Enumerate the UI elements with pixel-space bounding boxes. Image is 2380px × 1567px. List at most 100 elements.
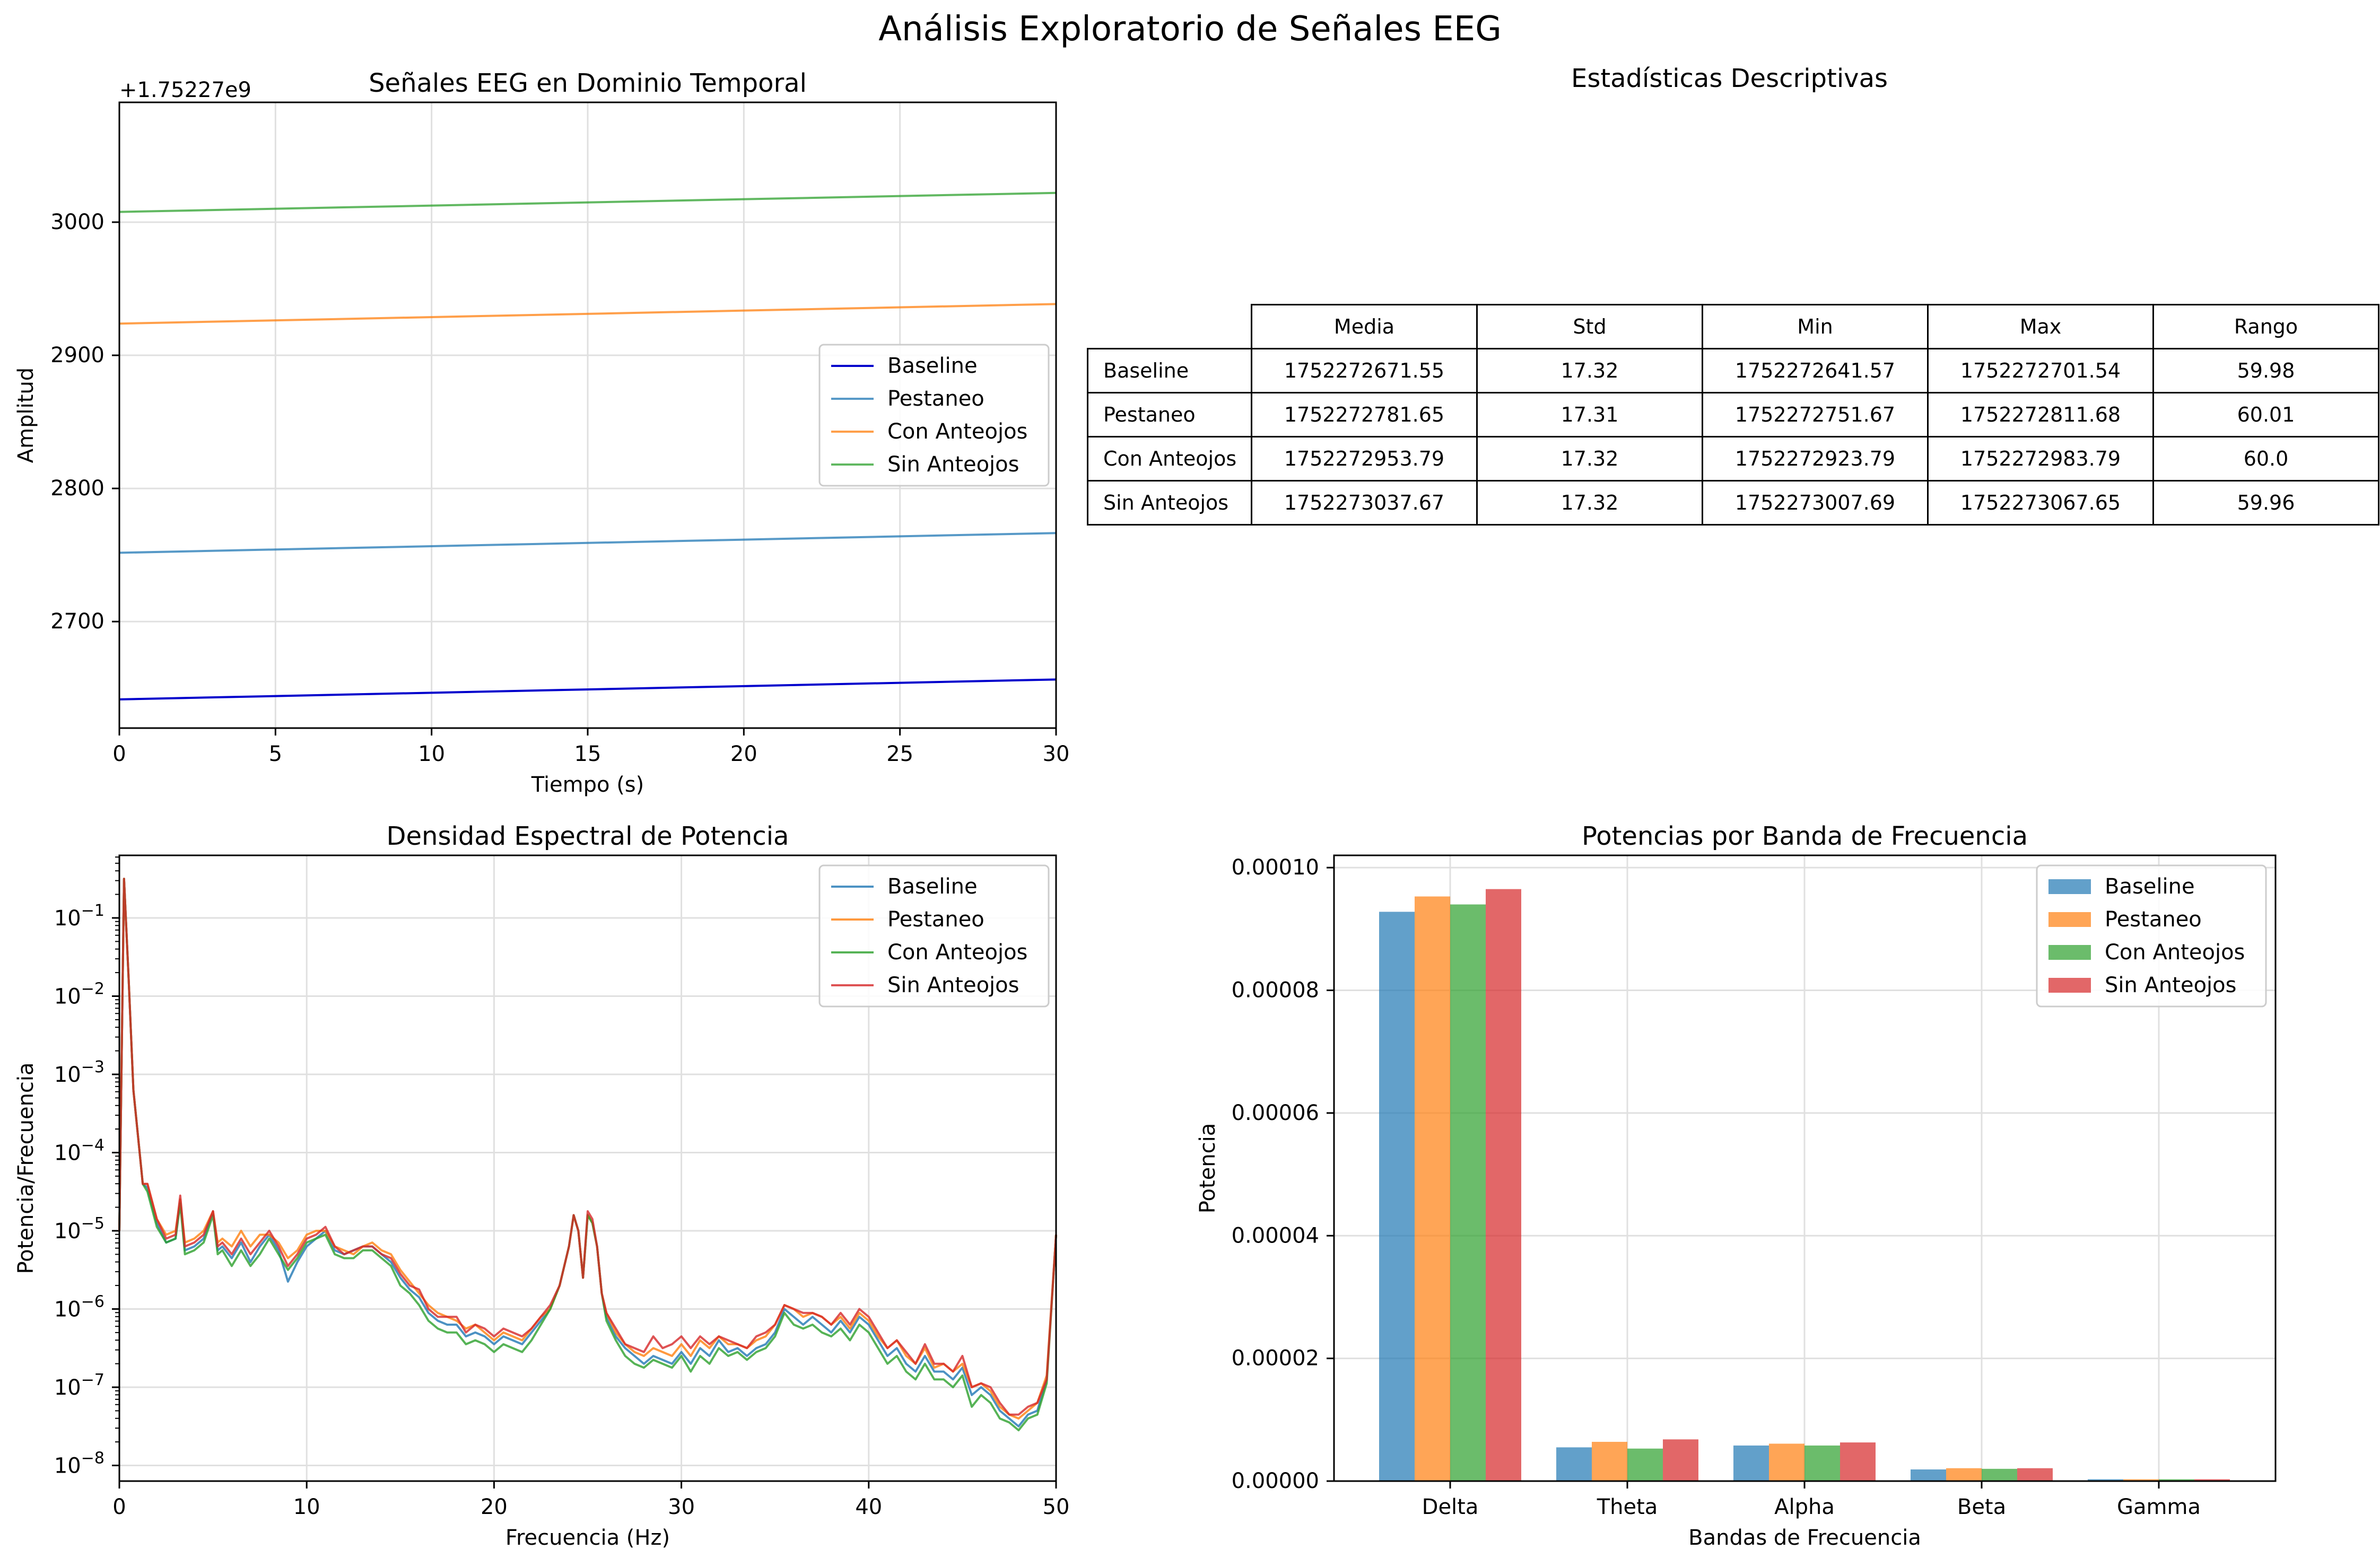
table-cell: 1752272923.79 (1702, 436, 1929, 482)
table-cell: 59.96 (2152, 480, 2379, 526)
table-row: Pestaneo 1752272781.65 17.31 1752272751.… (1087, 392, 2379, 437)
table-cell: 1752272701.54 (1927, 348, 2154, 393)
bar-con-anteojos-beta (1982, 1468, 2017, 1481)
x-tick-label: 30 (668, 1495, 695, 1519)
table-row: Sin Anteojos 1752273037.67 17.32 1752273… (1087, 480, 2379, 526)
row-label: Baseline (1087, 348, 1252, 393)
band-plot-frame (1333, 854, 2277, 1482)
bar-pestaneo-beta (1946, 1468, 1982, 1481)
legend-swatch (2048, 879, 2091, 894)
stats-col-min: Min (1702, 304, 1929, 349)
y-tick-label: 10−7 (54, 1371, 104, 1400)
psd-plot-frame (118, 854, 1057, 1482)
bar-pestaneo-delta (1415, 896, 1450, 1481)
legend-label: Pestaneo (887, 387, 984, 411)
legend-label: Sin Anteojos (887, 452, 1019, 477)
bar-baseline-delta (1379, 912, 1415, 1481)
table-cell: 1752272983.79 (1927, 436, 2154, 482)
series-line-sin-anteojos (118, 878, 1057, 1416)
stats-header-corner (1088, 305, 1252, 349)
psd-plot-title: Densidad Espectral de Potencia (387, 821, 789, 851)
table-cell: 1752272811.68 (1927, 392, 2154, 437)
time-plot-title: Señales EEG en Dominio Temporal (369, 68, 807, 98)
bar-pestaneo-alpha (1769, 1443, 1804, 1481)
x-tick-label: 0 (112, 742, 126, 766)
x-tick-label: Alpha (1774, 1495, 1835, 1519)
y-tick-label: 0.00006 (1232, 1101, 1319, 1125)
stats-table: Media Std Min Max Rango Baseline 1752272… (1087, 304, 2379, 526)
psd-plot-legend-box (818, 864, 1050, 1008)
x-tick-label: 0 (112, 1495, 126, 1519)
table-cell: 17.32 (1476, 480, 1703, 526)
band-plot-ylabel: Potencia (1196, 1123, 1220, 1213)
table-row: Baseline 1752272671.55 17.32 1752272641.… (1087, 348, 2379, 393)
time-plot-frame (118, 101, 1057, 729)
y-tick-label: 0.00002 (1232, 1346, 1319, 1371)
figure-title: Análisis Exploratorio de Señales EEG (878, 10, 1502, 49)
table-cell: 17.32 (1476, 436, 1703, 482)
x-tick-label: 10 (293, 1495, 320, 1519)
x-tick-label: 20 (481, 1495, 508, 1519)
y-tick-label: 3000 (50, 210, 104, 234)
bar-con-anteojos-delta (1450, 904, 1486, 1481)
legend-label: Sin Anteojos (2105, 973, 2236, 997)
y-tick-label: 0.00010 (1232, 855, 1319, 880)
legend-label: Con Anteojos (887, 940, 1027, 965)
legend-label: Baseline (2105, 874, 2195, 899)
bar-sin-anteojos-beta (2017, 1468, 2053, 1481)
bar-sin-anteojos-delta (1486, 889, 1521, 1481)
band-plot-xlabel: Bandas de Frecuencia (1688, 1526, 1921, 1550)
row-label: Con Anteojos (1087, 436, 1252, 482)
table-cell: 1752272671.55 (1251, 348, 1478, 393)
y-tick-label: 0.00008 (1232, 978, 1319, 1003)
stats-col-max: Max (1927, 304, 2154, 349)
y-tick-label: 2700 (50, 609, 104, 634)
legend-label: Con Anteojos (887, 419, 1027, 444)
x-tick-label: 25 (886, 742, 913, 766)
legend-label: Pestaneo (887, 907, 984, 932)
y-tick-label: 10−5 (54, 1214, 104, 1244)
table-cell: 1752272781.65 (1251, 392, 1478, 437)
stats-header-row: Media Std Min Max Rango (1088, 304, 2379, 349)
table-cell: 17.32 (1476, 348, 1703, 393)
table-cell: 60.01 (2152, 392, 2379, 437)
x-tick-label: 30 (1043, 742, 1070, 766)
x-tick-label: 10 (418, 742, 445, 766)
y-tick-label: 0.00004 (1232, 1223, 1319, 1248)
series-line-baseline (119, 678, 1057, 701)
row-label: Sin Anteojos (1087, 480, 1252, 526)
row-label: Pestaneo (1087, 392, 1252, 437)
y-tick-label: 2800 (50, 476, 104, 501)
bar-pestaneo-theta (1592, 1441, 1627, 1481)
psd-plot-xlabel: Frecuencia (Hz) (505, 1526, 670, 1550)
table-cell: 1752273037.67 (1251, 480, 1478, 526)
x-tick-label: Delta (1422, 1495, 1479, 1519)
legend-label: Con Anteojos (2105, 940, 2245, 965)
series-line-pestaneo (119, 532, 1057, 554)
time-plot-xlabel: Tiempo (s) (531, 773, 644, 797)
y-tick-label: 10−8 (54, 1449, 104, 1478)
bar-pestaneo-gamma (2123, 1479, 2159, 1481)
band-plot-title: Potencias por Banda de Frecuencia (1582, 821, 2028, 851)
stats-table-title: Estadísticas Descriptivas (1571, 64, 1888, 93)
legend-label: Sin Anteojos (887, 973, 1019, 997)
x-tick-label: Theta (1597, 1495, 1658, 1519)
time-plot-offset: +1.75227e9 (119, 78, 251, 102)
stats-col-media: Media (1251, 304, 1478, 349)
x-tick-label: 15 (574, 742, 601, 766)
x-tick-label: 5 (269, 742, 282, 766)
x-tick-label: Beta (1957, 1495, 2006, 1519)
bar-con-anteojos-alpha (1804, 1445, 1840, 1481)
bar-sin-anteojos-theta (1663, 1439, 1698, 1481)
time-plot-legend-box (818, 344, 1050, 487)
table-cell: 1752273007.69 (1702, 480, 1929, 526)
bar-baseline-theta (1556, 1447, 1592, 1481)
stats-col-std: Std (1476, 304, 1703, 349)
table-cell: 1752272953.79 (1251, 436, 1478, 482)
legend-swatch (2048, 945, 2091, 960)
bar-con-anteojos-theta (1627, 1448, 1663, 1481)
bar-con-anteojos-gamma (2159, 1479, 2194, 1481)
table-cell: 60.0 (2152, 436, 2379, 482)
y-tick-label: 0.00000 (1232, 1469, 1319, 1493)
